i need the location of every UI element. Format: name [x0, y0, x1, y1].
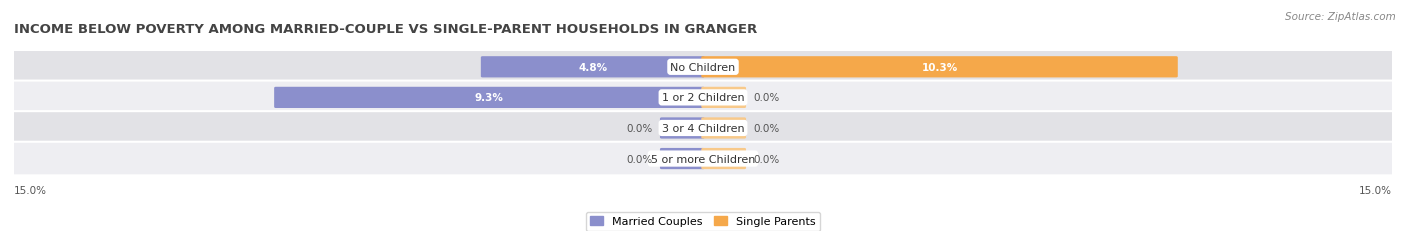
- FancyBboxPatch shape: [11, 81, 1395, 115]
- FancyBboxPatch shape: [702, 148, 747, 169]
- FancyBboxPatch shape: [11, 142, 1395, 176]
- FancyBboxPatch shape: [11, 112, 1395, 145]
- Text: 10.3%: 10.3%: [921, 63, 957, 73]
- FancyBboxPatch shape: [659, 118, 704, 139]
- FancyBboxPatch shape: [702, 57, 1178, 78]
- Text: Source: ZipAtlas.com: Source: ZipAtlas.com: [1285, 12, 1396, 21]
- FancyBboxPatch shape: [481, 57, 704, 78]
- Text: INCOME BELOW POVERTY AMONG MARRIED-COUPLE VS SINGLE-PARENT HOUSEHOLDS IN GRANGER: INCOME BELOW POVERTY AMONG MARRIED-COUPL…: [14, 23, 758, 36]
- Text: 3 or 4 Children: 3 or 4 Children: [662, 123, 744, 133]
- Text: 0.0%: 0.0%: [754, 123, 780, 133]
- FancyBboxPatch shape: [702, 87, 747, 109]
- Text: No Children: No Children: [671, 63, 735, 73]
- Text: 9.3%: 9.3%: [475, 93, 503, 103]
- Text: 1 or 2 Children: 1 or 2 Children: [662, 93, 744, 103]
- FancyBboxPatch shape: [659, 148, 704, 169]
- Text: 0.0%: 0.0%: [626, 123, 652, 133]
- Text: 0.0%: 0.0%: [754, 154, 780, 164]
- FancyBboxPatch shape: [702, 118, 747, 139]
- Text: 4.8%: 4.8%: [578, 63, 607, 73]
- Text: 15.0%: 15.0%: [1360, 185, 1392, 195]
- Text: 0.0%: 0.0%: [626, 154, 652, 164]
- Text: 0.0%: 0.0%: [754, 93, 780, 103]
- FancyBboxPatch shape: [11, 51, 1395, 84]
- Legend: Married Couples, Single Parents: Married Couples, Single Parents: [586, 212, 820, 231]
- FancyBboxPatch shape: [274, 87, 704, 109]
- Text: 5 or more Children: 5 or more Children: [651, 154, 755, 164]
- Text: 15.0%: 15.0%: [14, 185, 46, 195]
